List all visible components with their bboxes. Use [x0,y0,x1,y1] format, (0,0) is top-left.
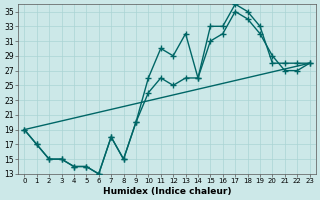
X-axis label: Humidex (Indice chaleur): Humidex (Indice chaleur) [103,187,231,196]
